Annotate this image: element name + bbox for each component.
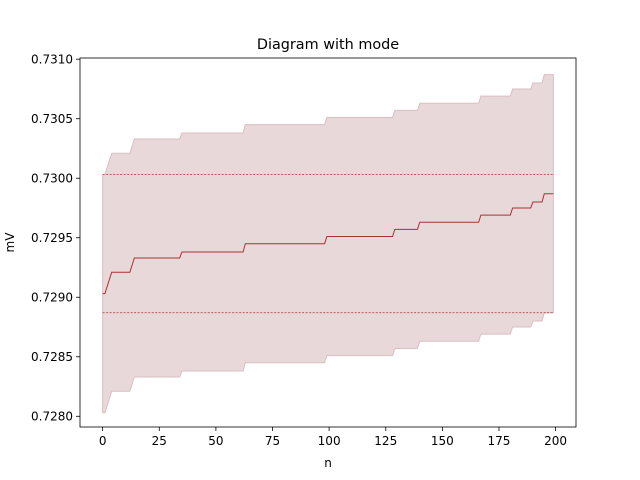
y-tick-label: 0.7310 [31, 52, 73, 66]
mean-line [102, 193, 554, 295]
x-tick-label: 50 [208, 434, 223, 448]
confidence-band [102, 74, 554, 414]
plot-area [102, 74, 554, 414]
y-tick-label: 0.7280 [31, 410, 73, 424]
y-tick-label: 0.7295 [31, 231, 73, 245]
y-axis-label: mV [3, 232, 17, 253]
x-tick-label: 175 [488, 434, 511, 448]
y-tick-label: 0.7285 [31, 350, 73, 364]
x-tick-label: 100 [318, 434, 341, 448]
x-tick-label: 125 [374, 434, 397, 448]
axes-frame [79, 57, 577, 428]
x-tick-label: 25 [152, 434, 167, 448]
y-tick-label: 0.7305 [31, 112, 73, 126]
y-tick-label: 0.7290 [31, 291, 73, 305]
y-axis-ticks: 0.7280 0.7285 0.7290 0.7295 0.7300 0.7305 0.73… [31, 52, 80, 424]
x-tick-label: 0 [99, 434, 107, 448]
x-tick-label: 150 [431, 434, 454, 448]
x-tick-label: 200 [544, 434, 567, 448]
y-tick-label: 0.7300 [31, 172, 73, 186]
x-tick-label: 75 [265, 434, 280, 448]
x-axis-ticks: 0 25 50 75 100 125 150 175 200 [99, 427, 567, 448]
x-axis-label: n [324, 456, 332, 470]
chart-title: Diagram with mode [257, 37, 399, 53]
